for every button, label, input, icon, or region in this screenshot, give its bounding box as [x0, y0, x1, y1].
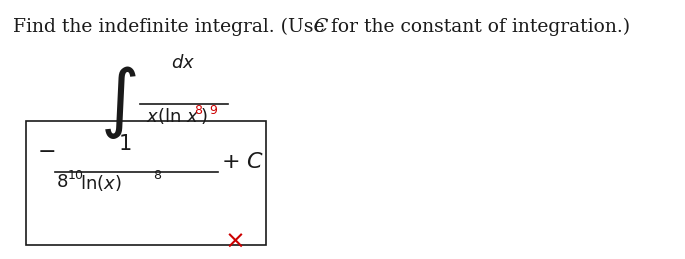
Text: $\times$: $\times$ [225, 228, 244, 252]
Text: $10$: $10$ [66, 169, 84, 182]
Text: $8$: $8$ [195, 104, 203, 118]
Text: $dx$: $dx$ [171, 54, 195, 72]
Text: $9$: $9$ [209, 104, 218, 118]
Text: $\ln(x)$: $\ln(x)$ [80, 173, 122, 193]
Text: $)$: $)$ [199, 106, 207, 126]
Text: $-$: $-$ [37, 139, 55, 161]
Text: Find the indefinite integral. (Use: Find the indefinite integral. (Use [13, 18, 330, 36]
Text: $1$: $1$ [119, 134, 132, 154]
Text: $8$: $8$ [153, 169, 162, 182]
Text: for the constant of integration.): for the constant of integration.) [325, 18, 630, 36]
FancyBboxPatch shape [25, 121, 266, 245]
Text: $\int$: $\int$ [101, 64, 137, 141]
Text: $x(\ln\, x$: $x(\ln\, x$ [147, 106, 199, 126]
Text: C: C [313, 18, 327, 36]
Text: $+\ C$: $+\ C$ [221, 151, 264, 173]
Text: $8$: $8$ [56, 173, 68, 191]
